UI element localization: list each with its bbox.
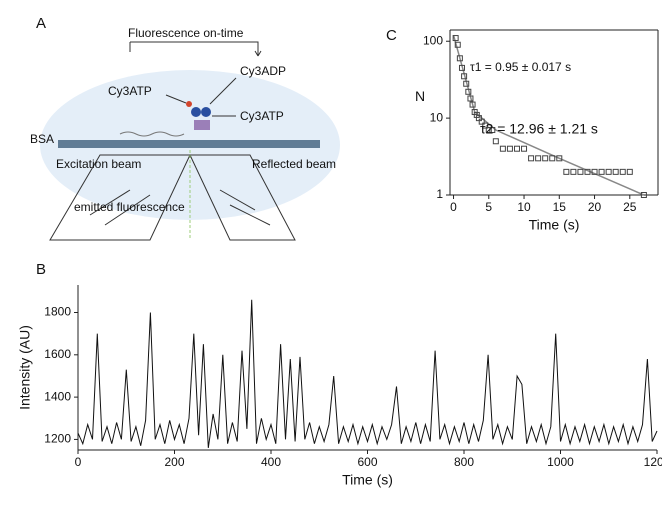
point xyxy=(469,101,476,108)
point xyxy=(626,168,633,175)
y-axis-label: N xyxy=(415,88,425,104)
diagram-label: Fluorescence on-time xyxy=(128,26,244,40)
diagram-label: Reflected beam xyxy=(252,157,336,171)
y-tick-label: 1600 xyxy=(44,347,71,361)
x-tick-label: 600 xyxy=(357,455,377,469)
diagram-label: Cy3ATP xyxy=(240,109,284,123)
y-tick-label: 1800 xyxy=(44,305,71,319)
point xyxy=(612,168,619,175)
panel-label: C xyxy=(386,27,397,44)
annotation: τ1 = 0.95 ± 0.017 s xyxy=(470,60,571,74)
point xyxy=(577,168,584,175)
diagram-label: Cy3ATP xyxy=(108,84,152,98)
diagram-label: Excitation beam xyxy=(56,157,141,171)
point xyxy=(499,145,506,152)
y-tick-label: 1 xyxy=(436,187,443,201)
diagram-label: BSA xyxy=(30,132,54,146)
y-tick-label: 10 xyxy=(430,110,444,124)
point xyxy=(556,155,563,162)
x-tick-label: 5 xyxy=(485,200,492,214)
x-tick-label: 200 xyxy=(164,455,184,469)
annotation: τ2 = 12.96 ± 1.21 s xyxy=(480,121,598,137)
trace xyxy=(77,299,658,448)
x-tick-label: 10 xyxy=(517,200,531,214)
y-axis-label: Intensity (AU) xyxy=(17,325,33,410)
point xyxy=(528,155,535,162)
motor xyxy=(191,107,201,117)
x-tick-label: 25 xyxy=(623,200,637,214)
fit-line xyxy=(452,34,645,196)
point xyxy=(482,122,489,129)
point xyxy=(467,95,474,102)
point xyxy=(605,168,612,175)
dye xyxy=(186,101,192,107)
x-tick-label: 1200 xyxy=(644,455,662,469)
x-axis-label: Time (s) xyxy=(529,217,580,233)
point xyxy=(461,73,468,80)
beam-arrows xyxy=(89,189,271,226)
point xyxy=(452,35,459,42)
point xyxy=(591,168,598,175)
arrows xyxy=(165,77,237,117)
x-tick-label: 0 xyxy=(75,455,82,469)
point xyxy=(478,118,485,125)
x-axis-label: Time (s) xyxy=(342,472,393,488)
x-tick-label: 15 xyxy=(553,200,567,214)
x-tick-label: 0 xyxy=(450,200,457,214)
point xyxy=(563,168,570,175)
on-time-bracket xyxy=(129,41,262,57)
x-tick-label: 400 xyxy=(261,455,281,469)
point xyxy=(549,155,556,162)
point xyxy=(521,145,528,152)
point xyxy=(485,127,492,134)
x-tick-label: 20 xyxy=(588,200,602,214)
x-tick-label: 1000 xyxy=(547,455,574,469)
y-tick-label: 1200 xyxy=(44,432,71,446)
diagram-label: Cy3ADP xyxy=(240,64,286,78)
motor xyxy=(201,107,211,117)
point xyxy=(598,168,605,175)
diagram-label: emitted fluorescence xyxy=(74,200,185,214)
point xyxy=(640,192,647,198)
point xyxy=(489,127,496,134)
point xyxy=(463,80,470,87)
point xyxy=(506,145,513,152)
tether xyxy=(119,131,185,137)
point xyxy=(492,138,499,145)
point xyxy=(456,55,463,62)
panel-label: A xyxy=(36,15,46,32)
panel-label: B xyxy=(36,261,46,278)
point xyxy=(619,168,626,175)
point xyxy=(535,155,542,162)
excitation-beam-shape xyxy=(49,154,191,241)
y-tick-label: 100 xyxy=(423,33,443,47)
point xyxy=(458,64,465,71)
bsa-surface xyxy=(58,140,320,148)
point xyxy=(465,88,472,95)
antibody xyxy=(194,120,210,130)
point xyxy=(570,168,577,175)
x-tick-label: 800 xyxy=(454,455,474,469)
point xyxy=(584,168,591,175)
y-tick-label: 1400 xyxy=(44,389,71,403)
point xyxy=(454,41,461,48)
point xyxy=(542,155,549,162)
reflected-beam-shape xyxy=(189,154,296,241)
point xyxy=(513,145,520,152)
